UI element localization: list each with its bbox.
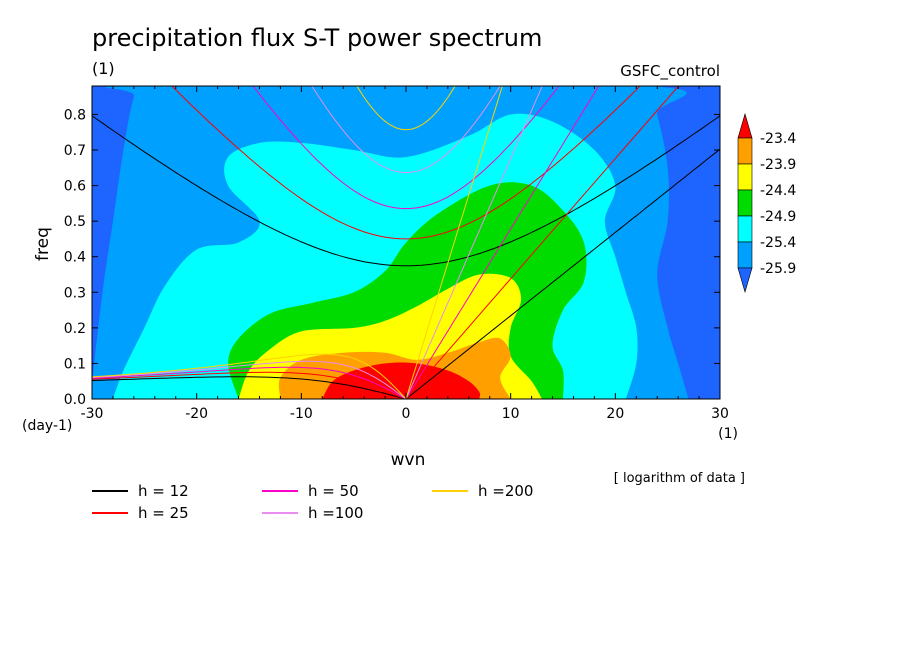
kelvin-curve-0	[405, 148, 720, 399]
x-axis-ticks: -30 -20 -10 0 10 20 30	[81, 86, 729, 422]
y-tick-label: 0.3	[64, 285, 86, 301]
rossby-curve-3	[92, 360, 407, 399]
colorbar-label: -24.9	[760, 209, 796, 225]
y-tick-label: 0.1	[64, 356, 86, 372]
colorbar-segment	[737, 163, 753, 191]
y-tick-label: 0.0	[64, 392, 86, 408]
x-tick-label: 30	[711, 406, 729, 422]
y-tick-label: 0.6	[64, 179, 86, 195]
y-tick-label: 0.2	[64, 321, 86, 337]
x-axis-label: wvn	[391, 450, 426, 470]
contour-fills	[92, 86, 689, 399]
y-units-label: (day-1)	[22, 418, 72, 434]
colorbar-segment	[737, 241, 753, 269]
legend: h = 12 h = 25 h = 50 h =100 h =200	[92, 482, 533, 522]
y-tick-label: 0.5	[64, 214, 86, 230]
gravity-curve-4	[356, 86, 456, 131]
dataset-label: GSFC_control	[620, 62, 720, 81]
y-tick-label: 0.4	[64, 250, 86, 266]
y-tick-label: 0.7	[64, 143, 86, 159]
legend-label: h = 12	[138, 482, 189, 500]
rossby-curve-0	[92, 376, 407, 399]
kelvin-curve-1	[405, 86, 680, 399]
legend-label: h = 25	[138, 504, 189, 522]
colorbar-label: -23.4	[760, 131, 796, 147]
chart-title: precipitation flux S-T power spectrum	[92, 24, 542, 52]
colorbar-max-arrow	[737, 112, 753, 139]
legend-label: h =200	[478, 482, 533, 500]
colorbar-segment	[737, 215, 753, 243]
colorbar-min-arrow	[737, 267, 753, 294]
x-tick-label: -10	[290, 406, 313, 422]
colorbar-segment	[737, 137, 753, 165]
colorbar-label: -25.9	[760, 261, 796, 277]
gravity-curve-0	[92, 115, 720, 267]
kelvin-curve-3	[405, 86, 543, 399]
x-tick-label: 0	[402, 406, 411, 422]
kelvin-curve-4	[405, 86, 503, 399]
y-axis-label: freq	[33, 227, 53, 261]
colorbar: -25.9 -25.4 -24.9 -24.4 -23.9 -23.4	[737, 112, 796, 294]
units-label: (1)	[92, 59, 115, 78]
x-tick-label: -30	[81, 406, 104, 422]
rossby-curve-2	[92, 366, 407, 399]
gravity-curve-2	[252, 86, 560, 210]
legend-label: h =100	[308, 504, 363, 522]
colorbar-label: -23.9	[760, 157, 796, 173]
dispersion-curves	[92, 86, 720, 399]
legend-label: h = 50	[308, 482, 359, 500]
kelvin-curve-2	[405, 86, 600, 399]
colorbar-segment	[737, 189, 753, 217]
gravity-curve-3	[311, 86, 501, 174]
colorbar-label: -25.4	[760, 235, 796, 251]
y-tick-label: 0.8	[64, 107, 86, 123]
y-axis-ticks: 0.0 0.1 0.2 0.3 0.4 0.5 0.6 0.7 0.8	[64, 107, 720, 408]
x-tick-label: 10	[502, 406, 520, 422]
log-note: [ logarithm of data ]	[614, 471, 745, 486]
colorbar-label: -24.4	[760, 183, 796, 199]
rossby-curve-1	[92, 371, 407, 399]
gravity-curve-1	[171, 86, 641, 240]
x-tick-label: -20	[185, 406, 208, 422]
rossby-curve-4	[92, 353, 407, 399]
x-units-label: (1)	[718, 426, 738, 442]
x-tick-label: 20	[606, 406, 624, 422]
